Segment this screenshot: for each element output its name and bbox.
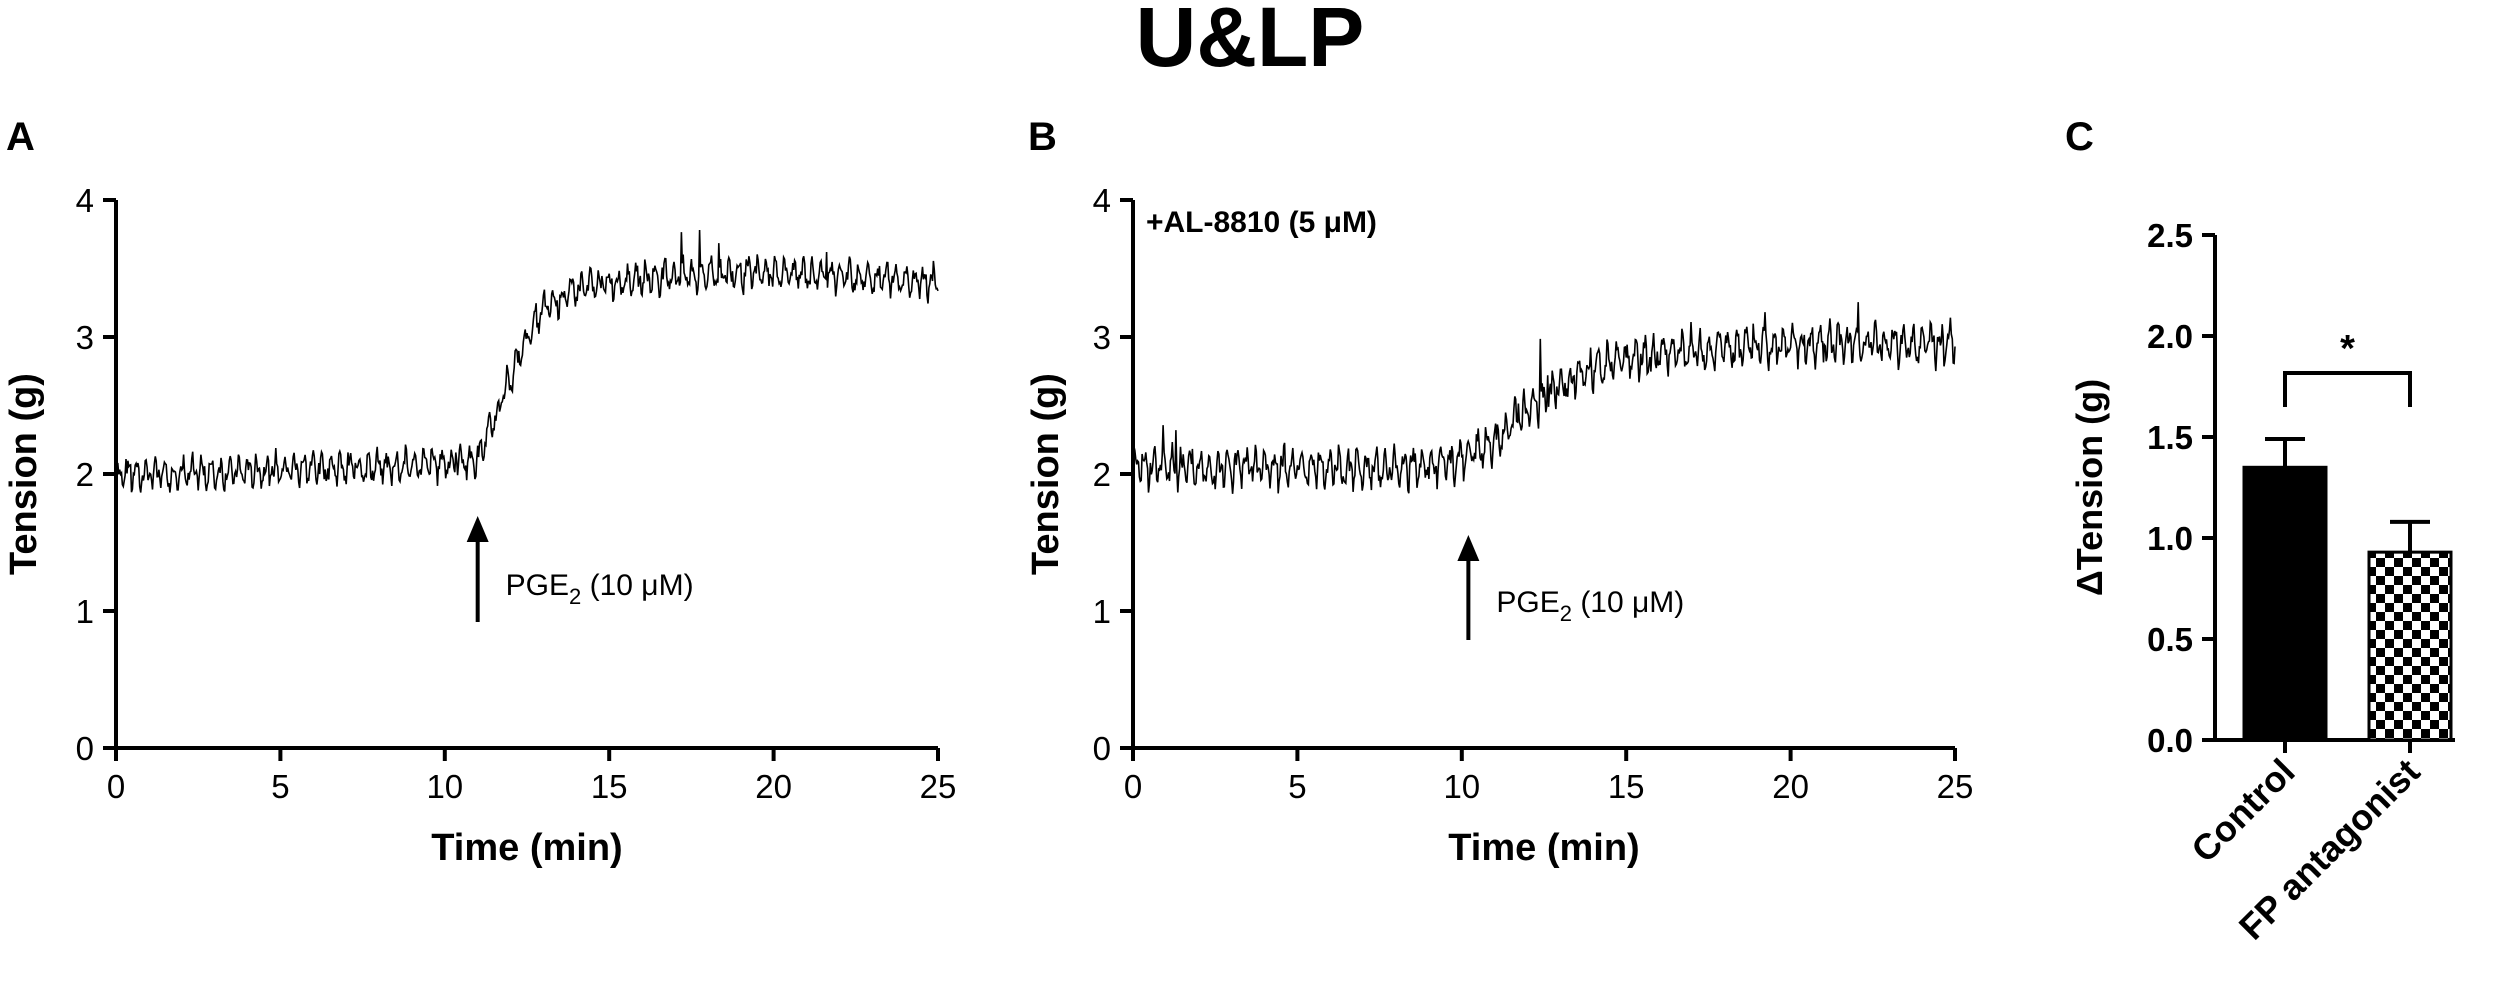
y-tick-label: 4 bbox=[76, 182, 94, 219]
bar-control bbox=[2242, 465, 2328, 742]
y-tick-label: 1.0 bbox=[2147, 520, 2193, 557]
y-tick-label: 1.5 bbox=[2147, 419, 2193, 456]
panel-b-letter: B bbox=[1028, 115, 1057, 159]
x-tick-label: 0 bbox=[1124, 768, 1142, 805]
panel-b-treatment-label: +AL-8810 (5 μM) bbox=[1146, 206, 1377, 239]
x-tick-label: 20 bbox=[1772, 768, 1809, 805]
y-tick-label: 0.0 bbox=[2147, 722, 2193, 759]
x-tick-label: 15 bbox=[1608, 768, 1645, 805]
panel-b-y-axis-label: Tension (g) bbox=[1025, 373, 1067, 575]
label-subscript: 2 bbox=[569, 584, 581, 609]
panel-c-y-axis-label: ΔTension (g) bbox=[2069, 379, 2110, 596]
arrow-head bbox=[466, 516, 489, 542]
y-tick-label: 3 bbox=[1093, 319, 1111, 356]
y-tick-label: 1 bbox=[76, 593, 94, 630]
x-tick-label: 20 bbox=[755, 768, 792, 805]
y-tick-label: 2 bbox=[1093, 456, 1111, 493]
panel-c-letter: C bbox=[2065, 115, 2094, 159]
panel-b-pge2-label: PGE2 (10 μM) bbox=[1496, 586, 1684, 626]
y-tick-label: 3 bbox=[76, 319, 94, 356]
label-subscript: 2 bbox=[1560, 601, 1572, 626]
panel-c-axes: 0.0 0.5 1.0 1.5 2.0 2.5 bbox=[2147, 217, 2455, 759]
x-tick-label: 25 bbox=[920, 768, 957, 805]
x-tick-label: 5 bbox=[1288, 768, 1306, 805]
panel-a-pge2-label: PGE2 (10 μM) bbox=[506, 569, 694, 609]
panel-a-axes: 0 5 10 15 20 25 0 1 2 3 4 bbox=[76, 182, 957, 805]
panel-b-x-axis-label: Time (min) bbox=[1448, 827, 1639, 869]
panel-a-x-axis-label: Time (min) bbox=[431, 827, 622, 869]
label-main: PGE bbox=[506, 569, 569, 602]
significance-star: * bbox=[2340, 328, 2355, 370]
y-tick-label: 1 bbox=[1093, 593, 1111, 630]
category-label: Control bbox=[2183, 751, 2302, 870]
panel-a-pge2-arrow bbox=[466, 516, 489, 622]
significance-bracket bbox=[2283, 371, 2412, 407]
panel-a-letter: A bbox=[6, 115, 35, 159]
panel-b-trace bbox=[1132, 302, 1956, 494]
panel-b-axes: 0 5 10 15 20 25 0 1 2 3 4 bbox=[1093, 182, 1974, 805]
y-tick-label: 2.5 bbox=[2147, 217, 2193, 254]
label-main: PGE bbox=[1496, 586, 1559, 619]
panel-a-trace bbox=[115, 229, 939, 493]
label-suffix: (10 μM) bbox=[1572, 586, 1684, 619]
x-tick-label: 0 bbox=[107, 768, 125, 805]
y-tick-label: 0.5 bbox=[2147, 621, 2193, 658]
x-tick-label: 15 bbox=[591, 768, 628, 805]
arrow-head bbox=[1457, 535, 1480, 561]
figure-title: U&LP bbox=[1136, 0, 1365, 84]
bar-fp-antagonist bbox=[2367, 550, 2453, 742]
x-tick-label: 25 bbox=[1937, 768, 1974, 805]
y-tick-label: 0 bbox=[76, 730, 94, 767]
x-tick-label: 10 bbox=[1443, 768, 1480, 805]
y-tick-label: 4 bbox=[1093, 182, 1111, 219]
panel-b-pge2-arrow bbox=[1457, 535, 1480, 640]
x-tick-label: 10 bbox=[426, 768, 463, 805]
panel-a-y-axis-label: Tension (g) bbox=[3, 373, 45, 575]
x-tick-label: 5 bbox=[271, 768, 289, 805]
label-suffix: (10 μM) bbox=[581, 569, 693, 602]
y-tick-label: 2.0 bbox=[2147, 318, 2193, 355]
panel-c-significance: * bbox=[2283, 328, 2412, 407]
y-tick-label: 2 bbox=[76, 456, 94, 493]
y-tick-label: 0 bbox=[1093, 730, 1111, 767]
